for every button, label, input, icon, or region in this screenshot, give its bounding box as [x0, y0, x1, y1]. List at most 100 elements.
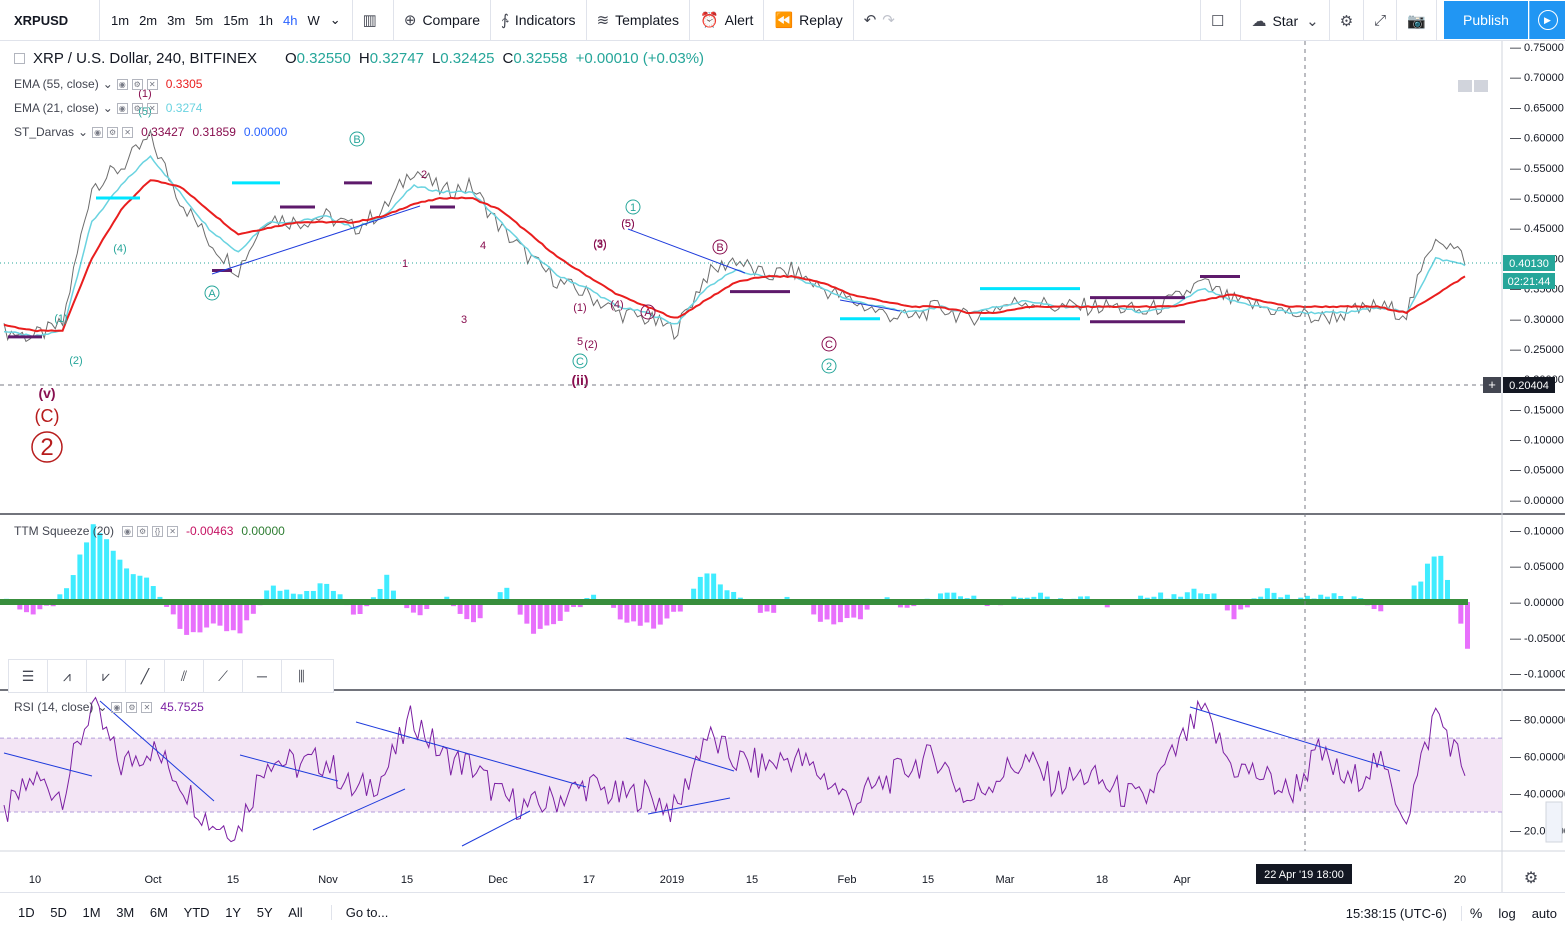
gear-icon[interactable]: ⚙ — [126, 701, 138, 713]
elliott-impulse-icon[interactable]: ⩘ — [48, 660, 87, 692]
rsi-band — [0, 738, 1502, 813]
templates-button[interactable]: ≋ Templates — [587, 0, 690, 41]
gear-icon[interactable]: ⚙ — [131, 78, 143, 90]
eye-icon[interactable]: ◉ — [111, 701, 123, 713]
chart-canvas[interactable]: — 0.75000 — 0.70000 — 0.65000 — 0.60000 — 0.… — [0, 41, 1565, 892]
ray-icon[interactable]: ⟋ — [204, 660, 243, 692]
wave-label: 5 — [577, 336, 583, 348]
interval-1m[interactable]: 1m — [111, 12, 130, 28]
long-position-icon[interactable]: ⫼ — [298, 667, 305, 684]
fullscreen-button[interactable]: ⤢ — [1364, 0, 1398, 41]
ttm-bar — [264, 590, 270, 602]
replay-button[interactable]: ⏪ Replay — [764, 0, 854, 41]
publish-button[interactable]: Publish — [1444, 1, 1528, 39]
chart-type-button[interactable]: ▥ — [353, 0, 394, 41]
close-icon[interactable]: ✕ — [146, 78, 158, 90]
eye-icon[interactable]: ◉ — [92, 126, 104, 138]
range-1y[interactable]: 1Y — [225, 905, 242, 920]
scroll-right-button[interactable] — [1545, 801, 1563, 843]
interval-w[interactable]: W — [307, 12, 320, 28]
gear-icon[interactable]: ⚙ — [1524, 870, 1538, 887]
range-1m[interactable]: 1M — [82, 905, 101, 920]
gear-icon[interactable]: ⚙ — [137, 525, 149, 537]
settings-button[interactable]: ⚙ — [1330, 0, 1365, 41]
wave-label: (4) — [113, 243, 126, 255]
rsi-axis-label: — 80.00000 — [1510, 715, 1565, 727]
time-axis-label: Mar — [996, 874, 1015, 886]
range-all[interactable]: All — [288, 905, 303, 920]
parallel-channel-icon[interactable]: ⫽ — [165, 660, 204, 692]
alert-button[interactable]: ⏰ Alert — [690, 0, 765, 41]
gear-icon[interactable]: ⚙ — [107, 126, 119, 138]
horizontal-ray-icon[interactable]: ─ — [243, 660, 282, 692]
play-button[interactable]: ▶ — [1529, 1, 1565, 39]
close-icon[interactable]: ✕ — [122, 126, 134, 138]
ttm-legend[interactable]: TTM Squeeze (20) ◉ ⚙{} ✕ -0.00463 0.00000 — [14, 524, 285, 538]
layout-button[interactable]: ☐ — [1200, 0, 1242, 41]
undo-icon[interactable]: ↶ — [863, 12, 877, 29]
eye-icon[interactable]: ◉ — [122, 525, 134, 537]
compare-button[interactable]: ⊕ Compare — [394, 0, 492, 41]
ttm-bar — [1438, 555, 1444, 602]
interval-15m[interactable]: 15m — [223, 12, 249, 28]
price-axis-label: — 0.45000 — [1510, 223, 1564, 235]
ttm-bar — [117, 559, 123, 602]
interval-3m[interactable]: 3m — [167, 12, 186, 28]
auto-scale-toggle[interactable]: auto — [1531, 905, 1557, 921]
clock-time[interactable]: 15:38:15 (UTC-6) — [1338, 905, 1462, 921]
code-icon[interactable]: {} — [152, 525, 164, 537]
time-axis-label: 18 — [1096, 874, 1108, 886]
rsi-trend-line — [3, 752, 93, 777]
ttm-bar — [24, 602, 30, 613]
ttm-bar — [1331, 593, 1337, 602]
maximize-pane-button[interactable] — [1474, 80, 1488, 92]
ttm-squeeze-pane[interactable] — [0, 524, 1470, 649]
eye-icon[interactable]: ◉ — [116, 78, 128, 90]
goto-button[interactable]: Go to... — [330, 905, 388, 920]
gear-icon[interactable]: ⚙ — [131, 102, 143, 114]
range-6m[interactable]: 6M — [149, 905, 168, 920]
snapshot-button[interactable]: 📷 — [1397, 0, 1437, 41]
close-icon[interactable]: ✕ — [141, 701, 153, 713]
ttm-bar — [1158, 592, 1164, 602]
drawing-favorites-toolbar: ☰ ⩘ ⩗ ╱ ⫽ ⟋ ─ ⫼ — [8, 659, 334, 693]
rsi-pane[interactable] — [0, 696, 1502, 847]
wave-label: (v) — [38, 385, 55, 401]
log-scale-toggle[interactable]: log — [1498, 905, 1516, 921]
wave-label: (5) — [621, 218, 634, 230]
crosshair-plus-button[interactable] — [1483, 377, 1501, 393]
ttm-bar — [851, 602, 857, 618]
range-ytd[interactable]: YTD — [183, 905, 210, 920]
price-pane[interactable] — [3, 128, 1466, 343]
indicators-button[interactable]: ∱ Indicators — [491, 0, 587, 41]
symbol-description[interactable]: XRP / U.S. Dollar, 240, BITFINEX — [33, 50, 257, 67]
interval-2m[interactable]: 2m — [139, 12, 158, 28]
wave-label: 3 — [461, 314, 467, 326]
close-icon[interactable]: ✕ — [146, 102, 158, 114]
percent-scale-toggle[interactable]: % — [1469, 905, 1483, 921]
collapse-legend-button[interactable] — [14, 53, 25, 64]
interval-1h[interactable]: 1h — [258, 12, 274, 28]
close-icon[interactable]: ✕ — [167, 525, 179, 537]
range-5y[interactable]: 5Y — [256, 905, 273, 920]
eye-icon[interactable]: ◉ — [116, 102, 128, 114]
fib-retracement-icon[interactable]: ☰ — [9, 660, 48, 692]
rsi-legend[interactable]: RSI (14, close) ⌄ ◉ ⚙ ✕ 45.7525 — [14, 700, 204, 714]
range-3m[interactable]: 3M — [116, 905, 135, 920]
redo-icon[interactable]: ↷ — [882, 12, 895, 29]
interval-4h[interactable]: 4h — [283, 12, 298, 28]
save-button[interactable]: ☁ Star ⌄ — [1241, 0, 1330, 41]
ema21-legend[interactable]: EMA (21, close) ⌄ ◉ ⚙ ✕ 0.3274 — [14, 101, 202, 115]
range-1d[interactable]: 1D — [18, 905, 35, 920]
ttm-bar — [97, 533, 103, 602]
interval-5m[interactable]: 5m — [195, 12, 214, 28]
elliott-correction-icon[interactable]: ⩗ — [87, 660, 126, 692]
range-5d[interactable]: 5D — [50, 905, 67, 920]
trend-line-icon[interactable]: ╱ — [126, 660, 165, 692]
darvas-legend[interactable]: ST_Darvas ⌄ ◉ ⚙ ✕ 0.33427 0.31859 0.00000 — [14, 125, 287, 139]
ema55-legend[interactable]: EMA (55, close) ⌄ ◉ ⚙ ✕ 0.3305 — [14, 77, 202, 91]
chevron-down-icon[interactable]: ⌄ — [329, 12, 341, 27]
symbol-search-button[interactable]: XRPUSD — [0, 0, 100, 41]
wave-label-circle — [349, 131, 365, 147]
collapse-pane-button[interactable] — [1458, 80, 1472, 92]
